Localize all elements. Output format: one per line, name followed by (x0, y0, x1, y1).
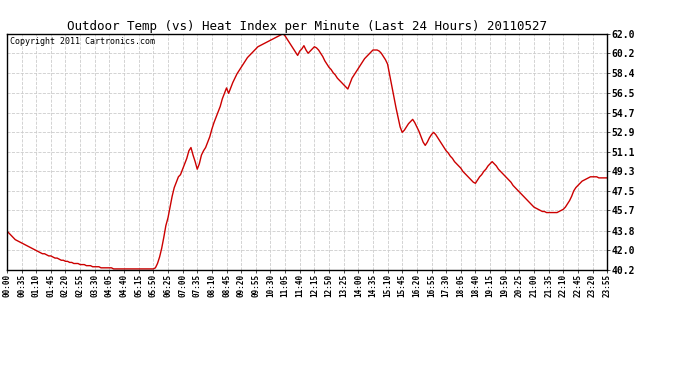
Title: Outdoor Temp (vs) Heat Index per Minute (Last 24 Hours) 20110527: Outdoor Temp (vs) Heat Index per Minute … (67, 20, 547, 33)
Text: Copyright 2011 Cartronics.com: Copyright 2011 Cartronics.com (10, 37, 155, 46)
